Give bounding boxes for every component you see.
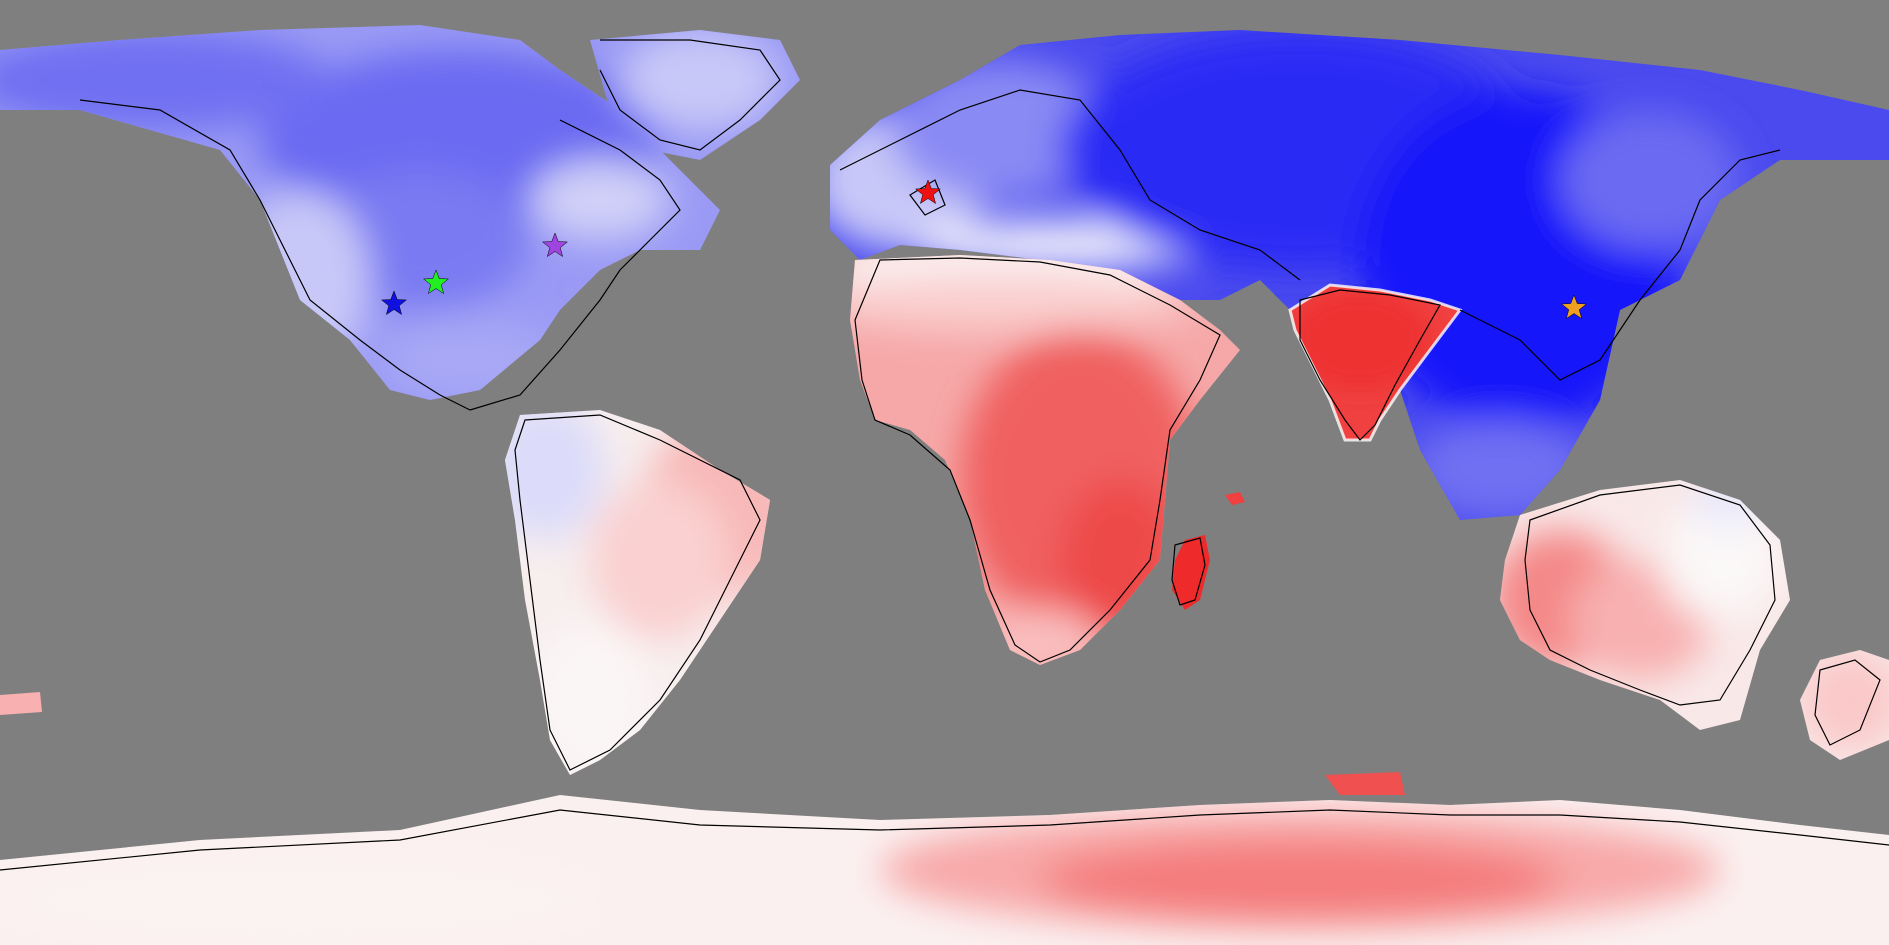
star-marker-eastern-us[interactable] — [541, 232, 569, 258]
coastlines — [0, 39, 1889, 871]
region-indian-ocean-island — [1225, 492, 1245, 505]
region-madagascar — [1172, 535, 1210, 610]
star-marker-central-us[interactable] — [422, 269, 450, 295]
region-southern-patch-west — [0, 692, 42, 715]
markers-layer — [380, 179, 1588, 320]
star-marker-western-us[interactable] — [380, 290, 408, 316]
star-marker-china[interactable] — [1560, 294, 1588, 320]
region-antarctic-peninsula — [1325, 772, 1405, 795]
star-marker-uk[interactable] — [914, 179, 942, 205]
